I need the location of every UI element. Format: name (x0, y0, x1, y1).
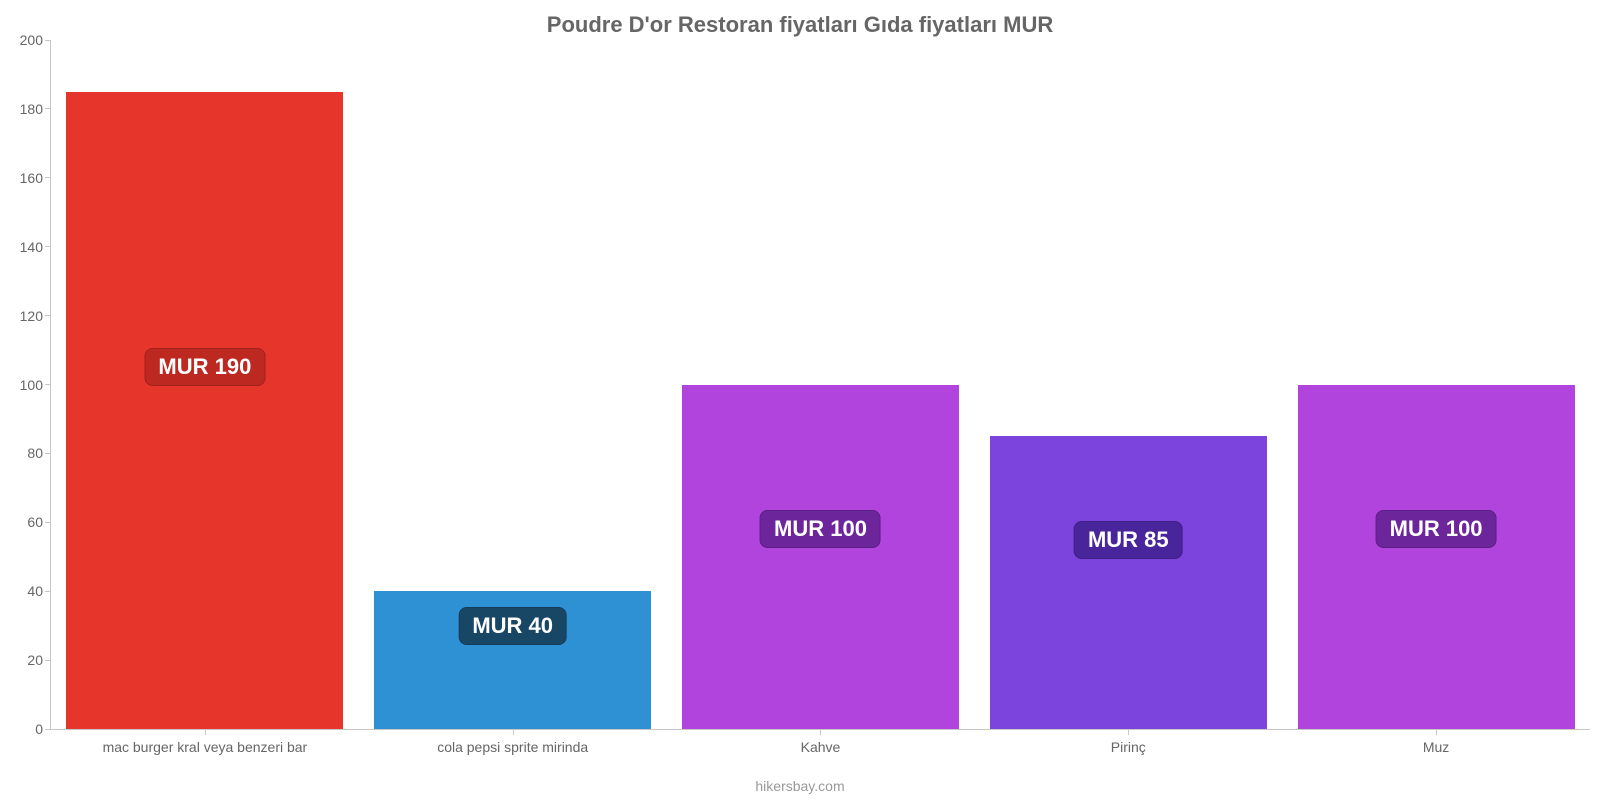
bar-value-label: MUR 40 (458, 607, 567, 645)
bar-slot: MUR 85Pirinç (974, 40, 1282, 729)
y-tick-label: 60 (27, 514, 51, 530)
y-tick-label: 180 (20, 101, 51, 117)
price-chart: Poudre D'or Restoran fiyatları Gıda fiya… (0, 0, 1600, 800)
bar-slot: MUR 100Kahve (667, 40, 975, 729)
y-tick-label: 140 (20, 239, 51, 255)
chart-source: hikersbay.com (0, 778, 1600, 794)
x-tick-label: Muz (1423, 729, 1449, 755)
y-tick-label: 20 (27, 652, 51, 668)
bar: MUR 85 (990, 436, 1267, 729)
plot-area: MUR 190mac burger kral veya benzeri barM… (50, 40, 1590, 730)
x-tick-label: Kahve (801, 729, 841, 755)
x-tick-label: mac burger kral veya benzeri bar (103, 729, 308, 755)
y-tick-label: 80 (27, 445, 51, 461)
bar-slot: MUR 100Muz (1282, 40, 1590, 729)
bar: MUR 190 (66, 92, 343, 729)
bar-value-label: MUR 190 (144, 348, 265, 386)
bar-slot: MUR 40cola pepsi sprite mirinda (359, 40, 667, 729)
bar-value-label: MUR 85 (1074, 521, 1183, 559)
y-tick-label: 200 (20, 32, 51, 48)
bar: MUR 100 (682, 385, 959, 730)
bar-slot: MUR 190mac burger kral veya benzeri bar (51, 40, 359, 729)
chart-title: Poudre D'or Restoran fiyatları Gıda fiya… (0, 12, 1600, 38)
y-tick-label: 100 (20, 377, 51, 393)
x-tick-label: cola pepsi sprite mirinda (437, 729, 588, 755)
bar-value-label: MUR 100 (760, 510, 881, 548)
bar: MUR 40 (374, 591, 651, 729)
x-tick-label: Pirinç (1111, 729, 1146, 755)
bar: MUR 100 (1298, 385, 1575, 730)
bars-wrap: MUR 190mac burger kral veya benzeri barM… (51, 40, 1590, 729)
bar-value-label: MUR 100 (1376, 510, 1497, 548)
y-tick-label: 160 (20, 170, 51, 186)
y-tick-label: 0 (35, 721, 51, 737)
y-tick-label: 120 (20, 308, 51, 324)
y-tick-label: 40 (27, 583, 51, 599)
